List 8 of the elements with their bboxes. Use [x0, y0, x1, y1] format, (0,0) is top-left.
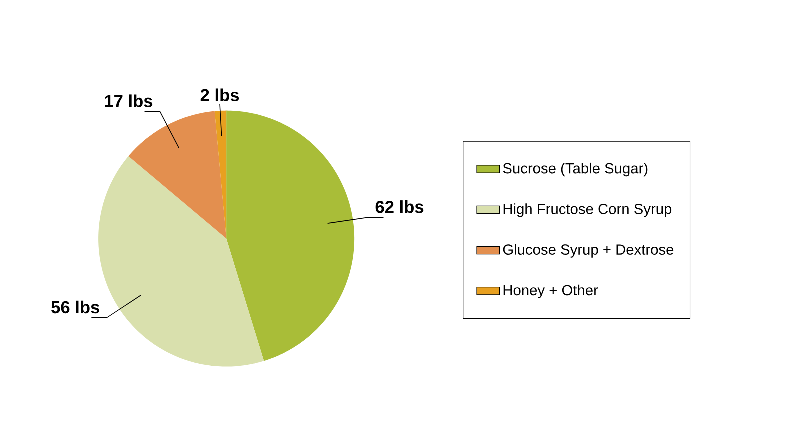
legend-label: Glucose Syrup + Dextrose [503, 244, 674, 258]
data-label: 17 lbs [105, 94, 153, 108]
data-label: 56 lbs [52, 300, 100, 314]
data-label: 62 lbs [376, 200, 424, 214]
legend-label: Honey + Other [504, 284, 598, 298]
legend-label: High Fructose Corn Syrup [504, 204, 672, 218]
data-label: 2 lbs [200, 88, 240, 102]
legend-label: Sucrose (Table Sugar) [503, 162, 648, 177]
